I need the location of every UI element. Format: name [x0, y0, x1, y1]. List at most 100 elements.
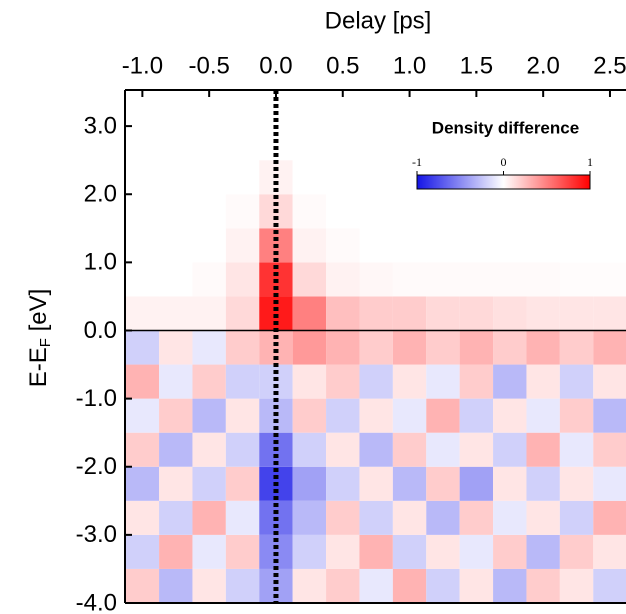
- heatmap-cell: [493, 398, 527, 433]
- heatmap-cell: [192, 568, 226, 603]
- y-tick-label: -4.0: [76, 589, 117, 614]
- heatmap-cell: [125, 330, 160, 365]
- heatmap-cell: [326, 534, 360, 569]
- heatmap-cell: [559, 194, 594, 229]
- x-tick-label: 1.0: [393, 52, 426, 79]
- heatmap-cell: [159, 262, 193, 297]
- heatmap-cell: [326, 160, 360, 195]
- heatmap-cell: [392, 330, 427, 365]
- heatmap-cell: [292, 432, 327, 467]
- heatmap-cell: [493, 568, 527, 603]
- heatmap-cell: [192, 262, 226, 297]
- y-tick-label: 2.0: [84, 181, 117, 208]
- heatmap-cell: [359, 228, 393, 263]
- heatmap-cell: [593, 330, 626, 365]
- heatmap-cell: [159, 534, 193, 569]
- heatmap-cell: [493, 194, 527, 229]
- heatmap-cell: [559, 534, 594, 569]
- heatmap-cell: [192, 92, 226, 127]
- heatmap-cell: [125, 466, 160, 501]
- y-tick-label: 3.0: [84, 112, 117, 139]
- heatmap-cell: [359, 500, 393, 535]
- heatmap-cell: [359, 432, 393, 467]
- colorbar: [416, 174, 591, 190]
- y-tick-label: -3.0: [76, 521, 117, 548]
- y-axis-title-suffix: [eV]: [25, 289, 52, 338]
- heatmap-cell: [526, 364, 560, 399]
- heatmap-cell: [526, 262, 560, 297]
- heatmap-cell: [292, 228, 327, 263]
- heatmap-cell: [326, 568, 360, 603]
- y-tick-label: 0.0: [84, 317, 117, 344]
- heatmap-cell: [493, 534, 527, 569]
- heatmap-cell: [125, 228, 160, 263]
- heatmap-cell: [159, 92, 193, 127]
- heatmap-cell: [292, 330, 327, 365]
- heatmap-cell: [225, 330, 260, 365]
- heatmap-cell: [326, 364, 360, 399]
- heatmap-cell: [559, 228, 594, 263]
- heatmap-cell: [459, 568, 494, 603]
- heatmap-cell: [559, 296, 594, 331]
- heatmap-cell: [559, 92, 594, 127]
- heatmap-cell: [225, 296, 260, 331]
- heatmap-cell: [426, 466, 460, 501]
- heatmap-cell: [192, 228, 226, 263]
- heatmap-cell: [426, 432, 460, 467]
- x-tick-label: -1.0: [122, 52, 163, 79]
- heatmap-cell: [326, 92, 360, 127]
- heatmap-cell: [459, 364, 494, 399]
- heatmap-cell: [125, 500, 160, 535]
- heatmap-cell: [493, 228, 527, 263]
- heatmap-cell: [593, 432, 626, 467]
- heatmap-cell: [326, 466, 360, 501]
- heatmap-cell: [292, 262, 327, 297]
- heatmap-cell: [225, 432, 260, 467]
- heatmap-cell: [225, 92, 260, 127]
- heatmap-cell: [225, 126, 260, 161]
- x-axis-title: Delay [ps]: [325, 7, 432, 34]
- heatmap-cell: [493, 364, 527, 399]
- heatmap-cell: [493, 330, 527, 365]
- heatmap-cell: [459, 228, 494, 263]
- heatmap-cell: [559, 398, 594, 433]
- heatmap-cell: [593, 194, 626, 229]
- y-axis-title-main: E-E: [25, 347, 52, 387]
- heatmap-cell: [559, 568, 594, 603]
- y-axis-title-sub: F: [37, 338, 54, 347]
- heatmap-cell: [559, 466, 594, 501]
- heatmap-cell: [192, 330, 226, 365]
- heatmap-cell: [493, 92, 527, 127]
- heatmap-cell: [426, 398, 460, 433]
- y-tick-label: -2.0: [76, 453, 117, 480]
- heatmap-cell: [359, 398, 393, 433]
- heatmap-cell: [125, 160, 160, 195]
- heatmap-cell: [392, 194, 427, 229]
- heatmap-cell: [593, 534, 626, 569]
- heatmap-cell: [359, 330, 393, 365]
- heatmap-cell: [192, 194, 226, 229]
- heatmap-cell: [225, 160, 260, 195]
- heatmap-cell: [392, 398, 427, 433]
- heatmap-cell: [225, 534, 260, 569]
- heatmap-cell: [159, 398, 193, 433]
- heatmap-cell: [459, 262, 494, 297]
- heatmap-cell: [426, 194, 460, 229]
- heatmap-cell: [426, 296, 460, 331]
- heatmap-cell: [192, 500, 226, 535]
- heatmap-cell: [159, 432, 193, 467]
- heatmap-cell: [359, 262, 393, 297]
- heatmap-cell: [326, 262, 360, 297]
- heatmap-cell: [526, 568, 560, 603]
- heatmap-cell: [459, 194, 494, 229]
- heatmap-cell: [593, 228, 626, 263]
- heatmap-cell: [593, 364, 626, 399]
- heatmap-cell: [392, 126, 427, 161]
- heatmap-cell: [326, 194, 360, 229]
- heatmap-cell: [326, 330, 360, 365]
- heatmap-cell: [159, 568, 193, 603]
- heatmap-cell: [593, 262, 626, 297]
- heatmap-cell: [159, 500, 193, 535]
